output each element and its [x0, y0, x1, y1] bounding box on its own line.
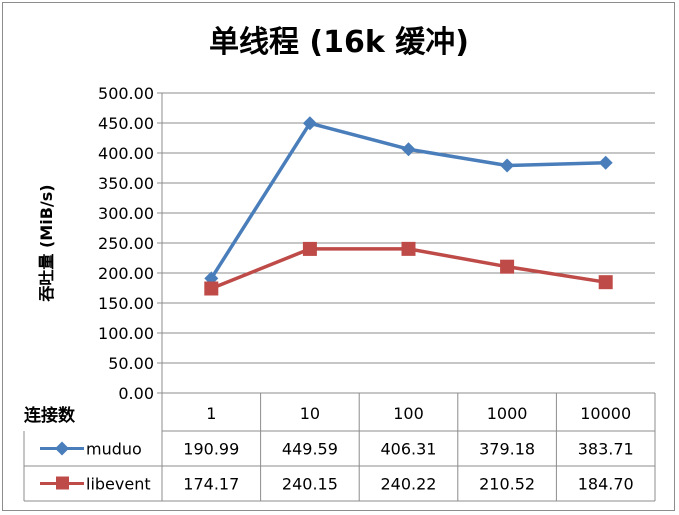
series-group: [204, 116, 613, 296]
chart-title: 单线程 (16k 缓冲): [209, 25, 469, 60]
axes: [161, 93, 655, 394]
y-tick-label: 50.00: [108, 354, 154, 373]
y-tick-label: 0.00: [118, 384, 154, 403]
data-label: 379.18: [479, 440, 535, 459]
data-label: 174.17: [183, 475, 239, 494]
chart-frame: [2, 2, 675, 511]
x-axis-label: 连接数: [24, 405, 76, 426]
legend-key-marker: [56, 476, 69, 490]
x-tick-label: 10000: [580, 404, 631, 423]
data-label: 406.31: [381, 440, 437, 459]
y-axis-ticks: 0.00 50.00 100.00 150.00 200.00 250.00 300.00 3…: [98, 84, 162, 403]
data-point: [598, 275, 613, 290]
x-tick-label: 1000: [487, 404, 528, 423]
data-label: 383.71: [578, 440, 634, 459]
y-tick-label: 350.00: [98, 174, 154, 193]
data-point: [401, 142, 416, 157]
x-tick-label: 10: [300, 404, 320, 423]
data-label: 184.70: [578, 475, 634, 494]
y-tick-label: 400.00: [98, 144, 154, 163]
legend-key-libevent: [40, 476, 84, 490]
gridlines: [162, 92, 655, 364]
data-label: 240.22: [381, 475, 437, 494]
legend-key-muduo: [40, 441, 84, 456]
y-tick-label: 100.00: [98, 324, 154, 343]
data-label: 449.59: [282, 440, 338, 459]
y-tick-label: 200.00: [98, 264, 154, 283]
data-label: 210.52: [479, 475, 535, 494]
data-point: [500, 259, 515, 274]
series-muduo: [204, 116, 613, 286]
y-tick-label: 250.00: [98, 234, 154, 253]
data-table: 1 10 100 1000 10000 muduo 190.99 449.59 406.31 37…: [23, 393, 656, 502]
y-tick-label: 300.00: [98, 204, 154, 223]
data-point: [302, 116, 317, 131]
y-axis-label: 吞吐量 (MiB/s): [37, 184, 56, 301]
data-point: [302, 241, 317, 256]
y-tick-label: 150.00: [98, 294, 154, 313]
series-libevent: [204, 241, 613, 296]
data-point: [598, 155, 613, 170]
data-label: 240.15: [282, 475, 338, 494]
legend-label: muduo: [86, 440, 142, 459]
legend-label: libevent: [86, 475, 151, 494]
x-tick-label: 1: [206, 404, 216, 423]
data-point: [401, 241, 416, 256]
data-point: [500, 158, 515, 173]
data-point: [204, 281, 219, 296]
y-tick-label: 450.00: [98, 114, 154, 133]
data-label: 190.99: [183, 440, 239, 459]
y-tick-label: 500.00: [98, 84, 154, 103]
legend-key-marker: [55, 441, 69, 456]
x-tick-label: 100: [393, 404, 424, 423]
